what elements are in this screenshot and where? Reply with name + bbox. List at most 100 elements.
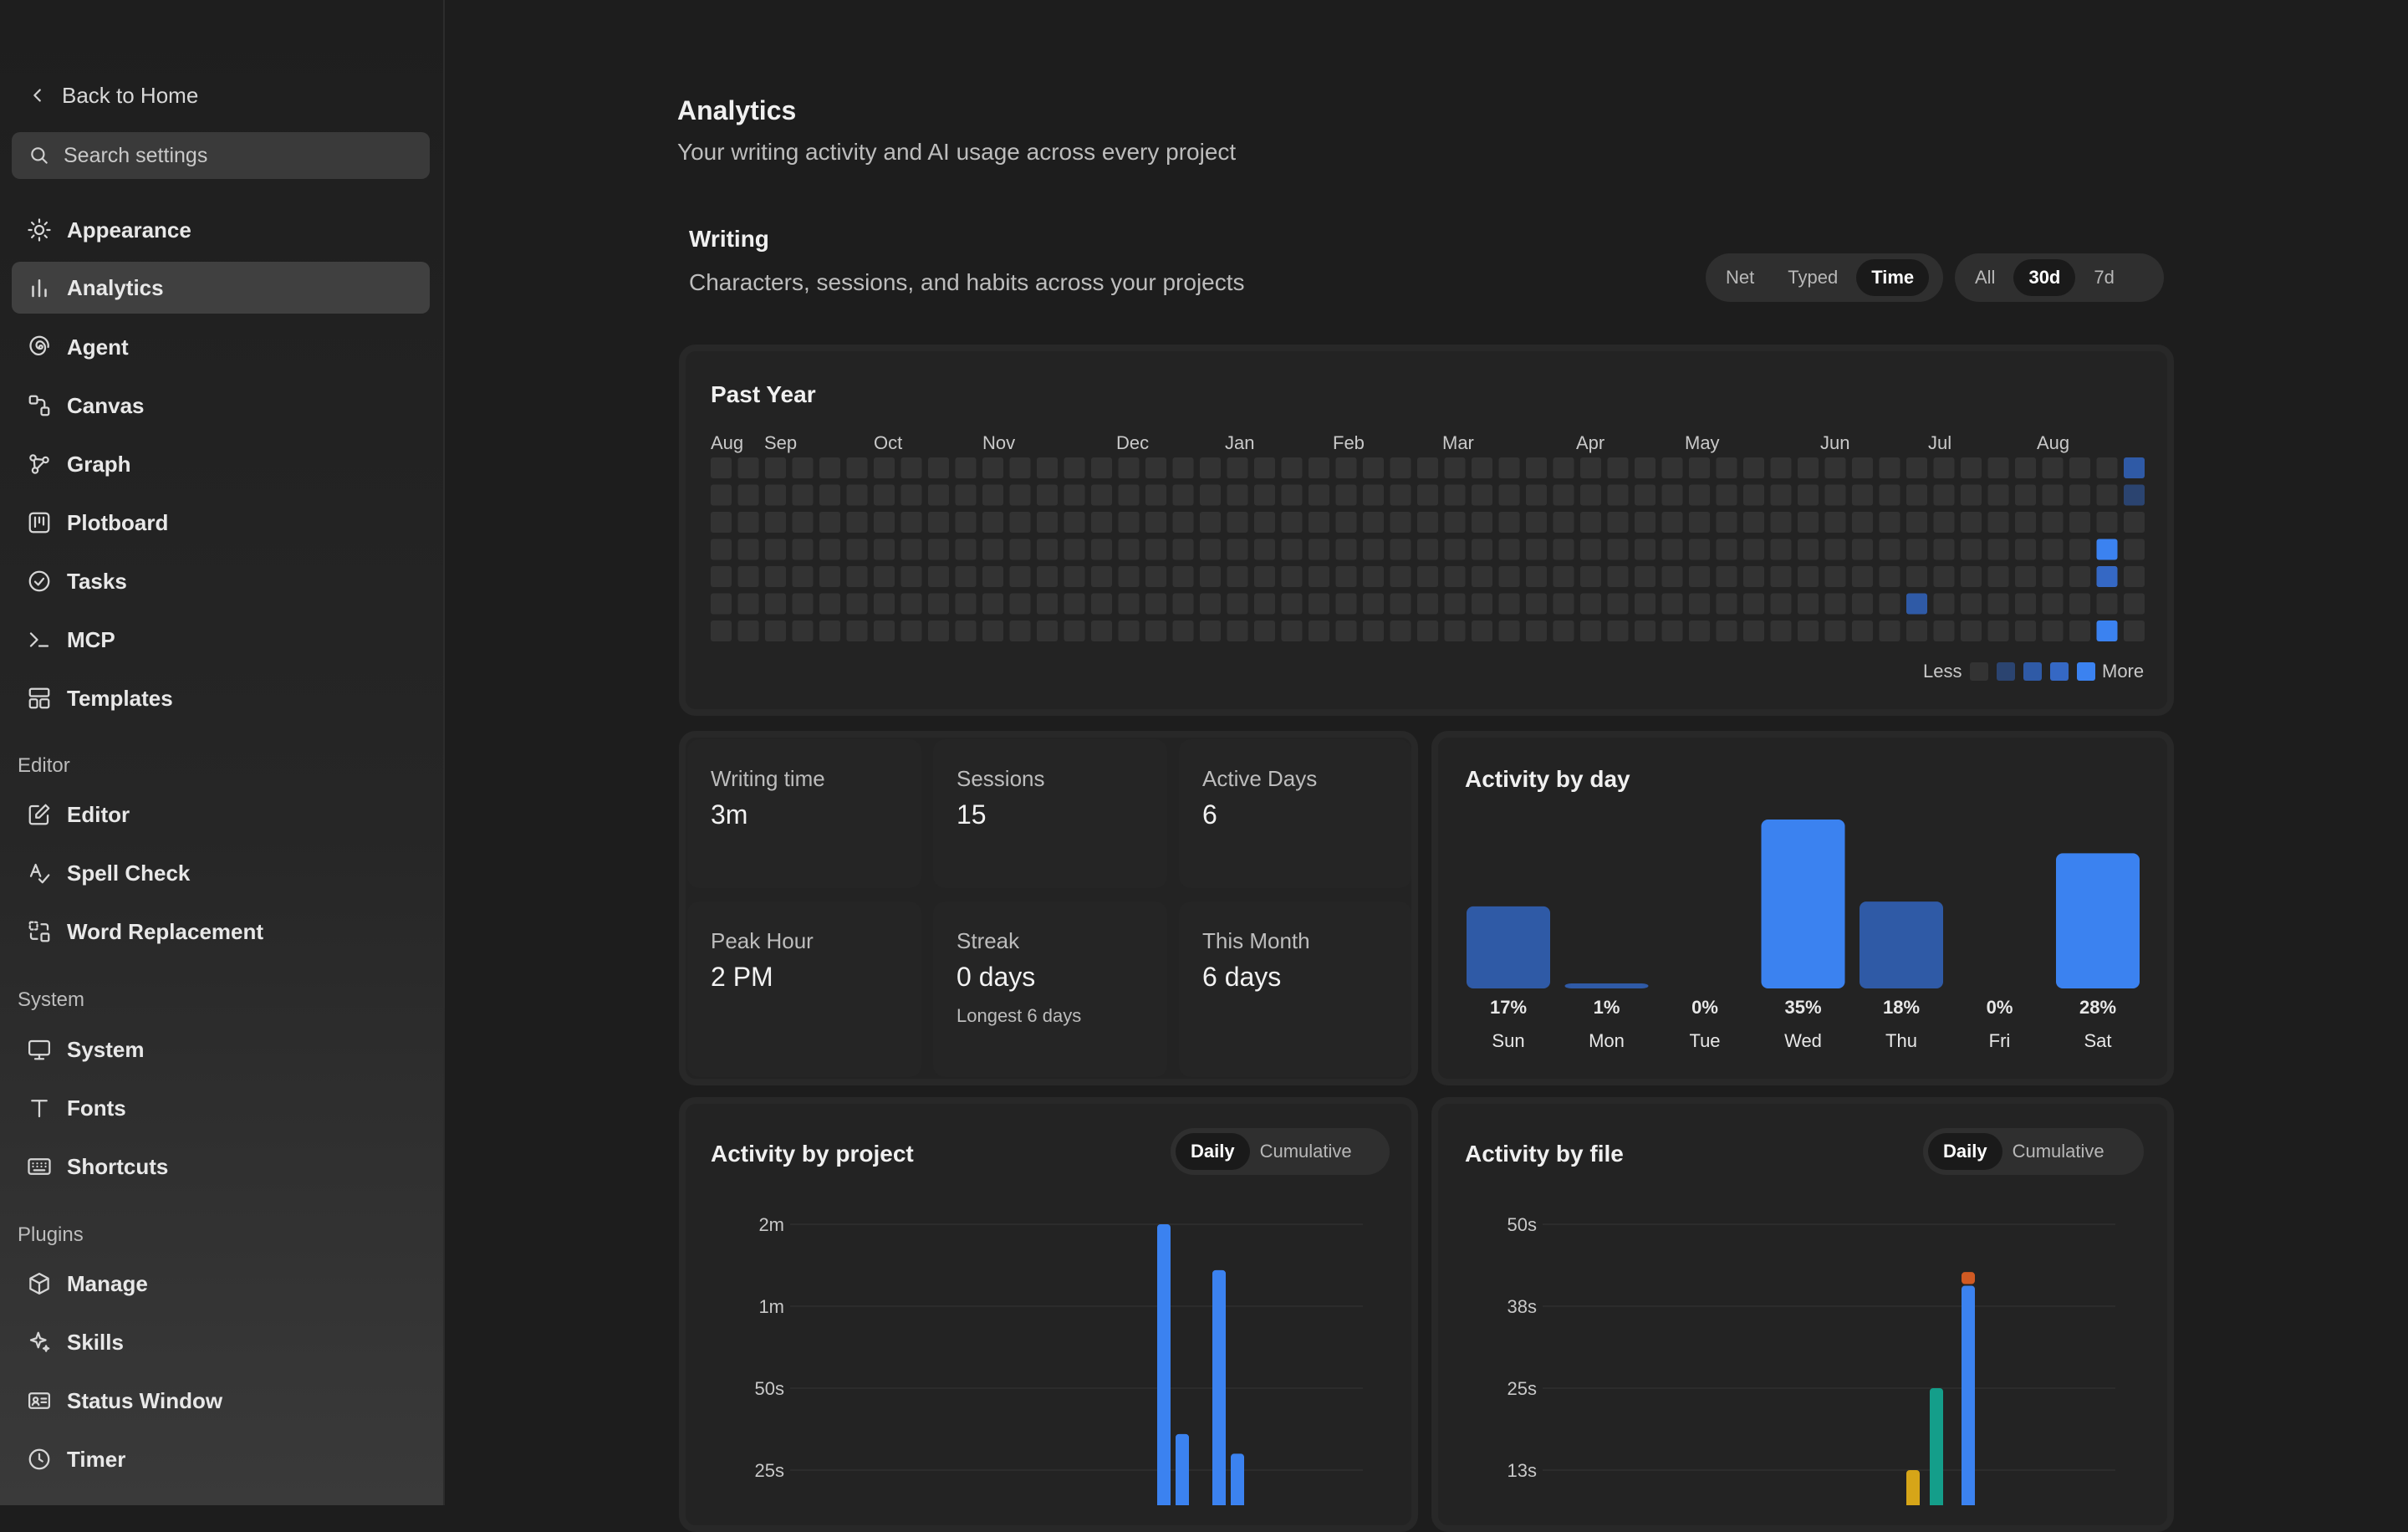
heatmap-cell xyxy=(1118,457,1140,478)
y-tick-label: 50s xyxy=(755,1378,784,1399)
search-box[interactable] xyxy=(12,132,430,179)
sidebar-item-editor[interactable]: Editor xyxy=(12,789,430,840)
project-toggle-daily[interactable]: Daily xyxy=(1176,1133,1250,1170)
sidebar-item-spell-check[interactable]: Spell Check xyxy=(12,847,430,899)
heatmap-cell xyxy=(1987,566,2009,587)
file-toggle-daily[interactable]: Daily xyxy=(1928,1133,2002,1170)
heatmap-cell xyxy=(982,620,1003,641)
heatmap-cell xyxy=(955,539,977,560)
heatmap-cell xyxy=(1526,566,1547,587)
heatmap-cell xyxy=(1472,566,1492,587)
heatmap-cell xyxy=(1961,457,1982,478)
heatmap-cell xyxy=(1716,620,1737,641)
heatmap-cell xyxy=(1661,593,1683,615)
sidebar-item-templates[interactable]: Templates xyxy=(12,672,430,724)
day-bar xyxy=(1467,906,1550,988)
heatmap-cell xyxy=(846,539,868,560)
heatmap-cell xyxy=(1580,539,1601,560)
heatmap-cell xyxy=(1227,620,1248,641)
heatmap-cell xyxy=(1254,484,1275,506)
back-to-home-link[interactable]: Back to Home xyxy=(28,80,198,110)
sidebar-item-fonts[interactable]: Fonts xyxy=(12,1082,430,1134)
search-input[interactable] xyxy=(62,142,416,169)
spell-check-icon xyxy=(29,863,50,884)
heatmap-cell xyxy=(2015,593,2036,615)
sidebar-item-timer[interactable]: Timer xyxy=(12,1433,430,1485)
heatmap-cell xyxy=(928,539,949,560)
sidebar-item-plotboard[interactable]: Plotboard xyxy=(12,497,430,549)
check-circle-icon xyxy=(28,570,50,592)
heatmap-cell xyxy=(819,457,840,478)
sidebar-item-canvas[interactable]: Canvas xyxy=(12,380,430,432)
sidebar-item-system[interactable]: System xyxy=(12,1024,430,1075)
heatmap-cell xyxy=(1961,620,1982,641)
heatmap-cell xyxy=(1037,512,1058,533)
metric-option-typed[interactable]: Typed xyxy=(1788,267,1839,288)
heatmap-cell xyxy=(1064,566,1085,587)
heatmap-cell xyxy=(2069,484,2090,506)
heatmap-cell xyxy=(1852,593,1873,615)
heatmap-cell xyxy=(1770,457,1792,478)
project-toggle-cumulative[interactable]: Cumulative xyxy=(1259,1141,1352,1162)
legend-less-label: Less xyxy=(1923,661,1962,682)
heatmap-cell xyxy=(1987,620,2009,641)
heatmap-cell xyxy=(1607,593,1629,615)
heatmap-cell xyxy=(2015,620,2036,641)
heatmap-cell xyxy=(1852,620,1873,641)
heatmap-cell xyxy=(1472,539,1492,560)
heatmap-cell xyxy=(2042,512,2064,533)
clock-icon xyxy=(28,1448,50,1470)
sidebar-item-manage[interactable]: Manage xyxy=(12,1258,430,1310)
heatmap-cell xyxy=(2042,593,2064,615)
day-bar xyxy=(2056,853,2140,988)
heatmap-cell xyxy=(1309,484,1329,506)
id-card-icon xyxy=(28,1392,50,1409)
heatmap-cell xyxy=(1824,620,1846,641)
sidebar-item-graph[interactable]: Graph xyxy=(12,438,430,490)
heatmap-cell xyxy=(1444,539,1466,560)
range-option-7d[interactable]: 7d xyxy=(2094,267,2115,288)
heatmap-cell xyxy=(1987,512,2009,533)
heatmap-cell xyxy=(1064,593,1085,615)
sidebar-item-word-replacement[interactable]: Word Replacement xyxy=(12,906,430,958)
heatmap-cell xyxy=(1200,566,1221,587)
heatmap-cell xyxy=(1987,457,2009,478)
heatmap-cell xyxy=(1335,566,1357,587)
sidebar-item-skills[interactable]: Skills xyxy=(12,1316,430,1368)
range-option-30d[interactable]: 30d xyxy=(2013,259,2076,296)
sidebar-item-status-window[interactable]: Status Window xyxy=(12,1375,430,1427)
heatmap-cell xyxy=(1390,539,1411,560)
heatmap-cell xyxy=(955,457,977,478)
heatmap-month-label: Sep xyxy=(764,432,797,453)
heatmap-cell xyxy=(2015,457,2036,478)
heatmap-cell xyxy=(1091,620,1112,641)
range-option-all[interactable]: All xyxy=(1975,267,1996,288)
metric-option-time[interactable]: Time xyxy=(1856,259,1930,296)
sidebar-item-appearance[interactable]: Appearance xyxy=(12,204,430,256)
sidebar-item-shortcuts[interactable]: Shortcuts xyxy=(12,1141,430,1192)
heatmap-cell xyxy=(846,484,868,506)
monitor-icon xyxy=(28,1039,50,1060)
metric-option-net[interactable]: Net xyxy=(1726,267,1755,288)
file-toggle-cumulative[interactable]: Cumulative xyxy=(2012,1141,2104,1162)
sidebar-item-mcp[interactable]: MCP xyxy=(12,614,430,666)
heatmap-cell xyxy=(2124,539,2145,560)
day-percent-label: 0% xyxy=(1691,997,1718,1018)
heatmap-cell xyxy=(900,566,922,587)
heatmap-cell xyxy=(1417,457,1438,478)
sidebar-item-tasks[interactable]: Tasks xyxy=(12,555,430,607)
heatmap-cell xyxy=(1498,484,1520,506)
sidebar-item-label: Tasks xyxy=(67,568,127,594)
heatmap-cell xyxy=(846,512,868,533)
heatmap-cell xyxy=(2069,457,2090,478)
heatmap-cell xyxy=(819,566,840,587)
heatmap-cell xyxy=(711,566,732,587)
stat-label: This Month xyxy=(1202,928,1310,953)
heatmap-cell xyxy=(1879,620,1900,641)
sidebar-item-analytics[interactable]: Analytics xyxy=(12,262,430,314)
heatmap-cell xyxy=(1064,539,1085,560)
heatmap-cell xyxy=(1444,566,1466,587)
heatmap-cell xyxy=(1526,484,1547,506)
sidebar-item-agent[interactable]: Agent xyxy=(12,321,430,373)
heatmap-cell xyxy=(1635,512,1656,533)
